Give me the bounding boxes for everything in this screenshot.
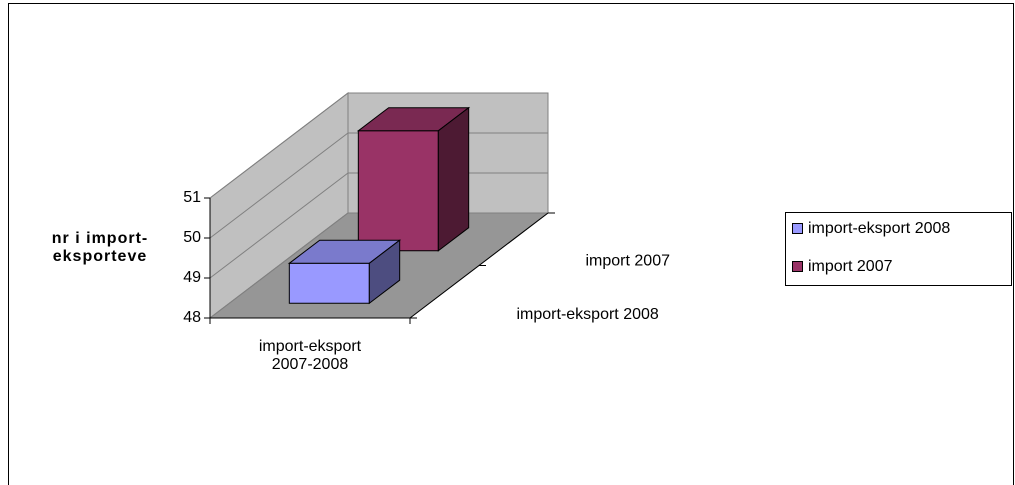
legend-label: import-eksport 2008 (808, 220, 950, 237)
y-tick-label: 49 (183, 269, 201, 286)
legend-label: import 2007 (808, 258, 893, 275)
chart-border (8, 3, 1014, 485)
legend-box (785, 212, 1012, 286)
bar-front (288, 262, 370, 304)
bar-side (368, 239, 401, 305)
bar-front (357, 130, 439, 252)
x-tick-label: import-eksport 2007-2008 (258, 338, 362, 373)
grid-line (209, 132, 548, 239)
grid-line (209, 92, 548, 199)
bar-side (437, 106, 470, 252)
y-tick-label: 51 (183, 189, 201, 206)
depth-label: import-eksport 2008 (517, 306, 659, 323)
y-tick-label: 50 (183, 229, 201, 246)
legend-swatch (792, 261, 803, 272)
legend-swatch (792, 223, 803, 234)
grid-line (209, 212, 548, 319)
depth-label: import 2007 (586, 252, 671, 269)
grid-line (209, 172, 548, 279)
y-tick-label: 48 (183, 309, 201, 326)
y-axis-label: nr i import-eksporteve (51, 230, 149, 265)
